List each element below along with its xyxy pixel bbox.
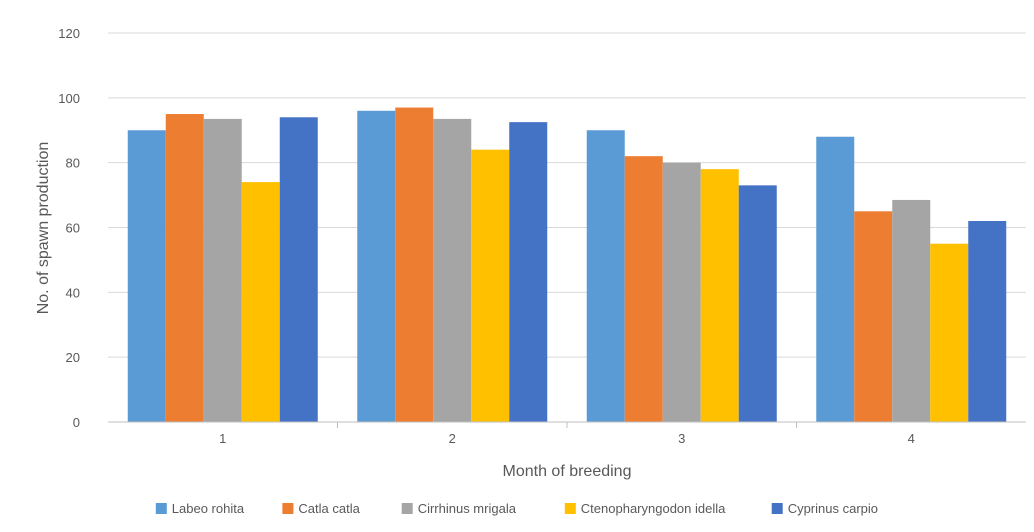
bar-catla-catla-month-1: [165, 114, 204, 423]
x-tick-label-1: 1: [219, 431, 226, 446]
legend-label-cyprinus-carpio: Cyprinus carpio: [788, 501, 878, 516]
bars: [127, 107, 1007, 423]
legend-swatch-cyprinus-carpio: [771, 503, 783, 514]
bar-ctenopharyngodon-idella-month-4: [930, 243, 969, 422]
bar-cyprinus-carpio-month-1: [279, 117, 318, 423]
legend-swatch-catla-catla: [282, 503, 294, 514]
bar-catla-catla-month-4: [854, 211, 893, 422]
y-tick-label-0: 0: [73, 415, 80, 430]
bar-ctenopharyngodon-idella-month-1: [241, 182, 280, 422]
x-tick-label-2: 2: [449, 431, 456, 446]
legend-label-cirrhinus-mrigala: Cirrhinus mrigala: [418, 501, 517, 516]
bar-labeo-rohita-month-2: [357, 110, 396, 423]
x-tick-label-3: 3: [678, 431, 685, 446]
legend-label-ctenopharyngodon-idella: Ctenopharyngodon idella: [581, 501, 726, 516]
y-tick-label-20: 20: [66, 350, 80, 365]
bar-cyprinus-carpio-month-3: [738, 185, 777, 422]
bar-labeo-rohita-month-4: [816, 136, 855, 422]
legend: Labeo rohita Catla catla Cirrhinus mrigala…: [155, 501, 878, 516]
y-tick-label-80: 80: [66, 156, 80, 171]
bar-cirrhinus-mrigala-month-2: [433, 118, 472, 422]
legend-swatch-labeo-rohita: [155, 503, 167, 514]
y-axis-title: No. of spawn production: [35, 142, 52, 315]
bar-cyprinus-carpio-month-4: [968, 221, 1007, 422]
x-tick-label-4: 4: [908, 431, 915, 446]
bar-labeo-rohita-month-1: [127, 130, 166, 422]
x-axis-title: Month of breeding: [503, 463, 632, 480]
y-tick-label-60: 60: [66, 221, 80, 236]
bar-labeo-rohita-month-3: [586, 130, 625, 422]
bar-cirrhinus-mrigala-month-4: [892, 199, 931, 422]
axes: 0 20 40 60 80 100 120 1 2 3 4: [58, 26, 1026, 446]
bar-ctenopharyngodon-idella-month-2: [471, 149, 510, 422]
bar-cyprinus-carpio-month-2: [509, 122, 548, 422]
bar-catla-catla-month-2: [395, 107, 434, 422]
y-tick-label-40: 40: [66, 285, 80, 300]
legend-swatch-cirrhinus-mrigala: [401, 503, 413, 514]
bar-cirrhinus-mrigala-month-3: [662, 162, 701, 422]
bar-ctenopharyngodon-idella-month-3: [700, 169, 739, 422]
legend-label-labeo-rohita: Labeo rohita: [172, 501, 245, 516]
y-tick-label-100: 100: [58, 91, 80, 106]
y-tick-label-120: 120: [58, 26, 80, 41]
bar-catla-catla-month-3: [624, 156, 663, 422]
legend-swatch-ctenopharyngodon-idella: [564, 503, 576, 514]
legend-label-catla-catla: Catla catla: [298, 501, 360, 516]
bar-cirrhinus-mrigala-month-1: [203, 118, 242, 422]
